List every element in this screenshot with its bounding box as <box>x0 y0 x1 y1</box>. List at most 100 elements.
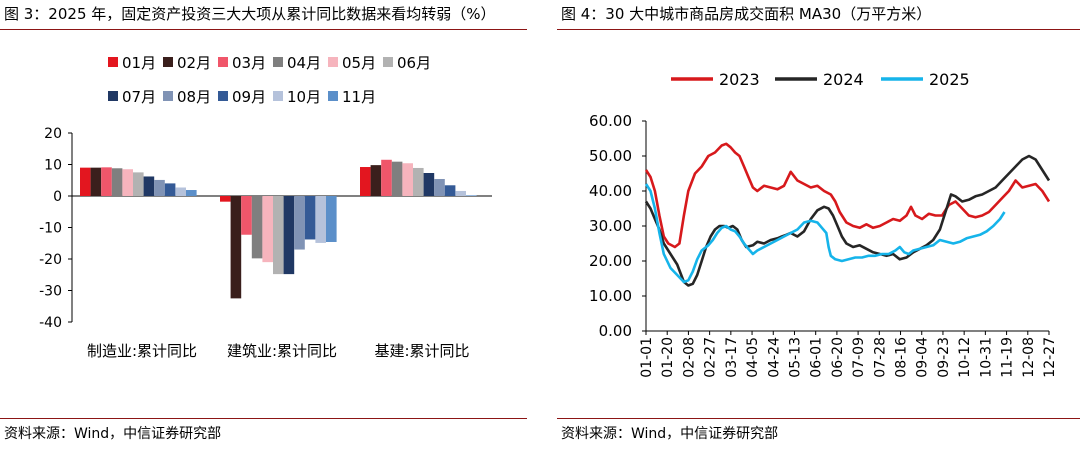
bar-01月-2 <box>360 167 371 196</box>
line-y-tick-label: 60.00 <box>589 112 632 130</box>
bar-legend-label: 02月 <box>177 54 211 72</box>
bar-03月-2 <box>381 159 392 196</box>
bar-category-label: 基建:累计同比 <box>374 342 469 360</box>
bar-legend-swatch <box>328 91 338 101</box>
bar-legend-label: 07月 <box>122 88 156 106</box>
line-x-tick-label: 03-17 <box>724 337 740 378</box>
bar-04月-2 <box>391 161 403 196</box>
line-x-tick-label: 04-05 <box>745 337 761 378</box>
bar-08月-0 <box>154 179 165 196</box>
line-x-tick-label: 02-27 <box>703 337 719 378</box>
left-source-note: 资料来源：Wind，中信证券研究部 <box>4 426 222 442</box>
line-x-tick-label: 10-12 <box>957 337 973 378</box>
left-title-rule <box>0 29 527 30</box>
bar-legend-swatch <box>328 57 338 67</box>
bar-10月-2 <box>455 190 466 196</box>
bar-10月-1 <box>315 196 326 243</box>
line-y-tick-label: 10.00 <box>589 287 632 305</box>
bar-y-tick-label: -40 <box>39 315 62 331</box>
right-source-note: 资料来源：Wind，中信证券研究部 <box>561 426 779 442</box>
bar-05月-2 <box>402 163 413 196</box>
bar-08月-2 <box>434 178 445 196</box>
right-title-rule <box>557 29 1080 30</box>
bar-legend-swatch <box>163 91 173 101</box>
bar-09月-2 <box>444 185 456 196</box>
line-y-tick-label: 0.00 <box>599 322 632 340</box>
right-chart-panel: 图 4：30 大中城市商品房成交面积 MA30（万平方米） 60.00 50.00… <box>557 0 1080 449</box>
bar-legend-swatch <box>108 91 118 101</box>
right-source-rule <box>557 418 1080 419</box>
line-series-2023 <box>644 142 1051 249</box>
bar-legend-label: 10月 <box>287 88 321 106</box>
line-y-tick-label: 20.00 <box>589 252 632 270</box>
bar-legend-swatch <box>218 57 228 67</box>
bar-legend-label: 08月 <box>177 88 211 106</box>
line-series-2025 <box>644 183 1006 284</box>
bar-06月-2 <box>413 167 424 196</box>
bar-07月-2 <box>423 173 435 196</box>
bar-y-tick-label: 10 <box>44 158 62 174</box>
bar-02月-2 <box>370 165 382 196</box>
bar-legend-label: 05月 <box>342 54 376 72</box>
line-x-tick-label: 07-28 <box>872 337 888 378</box>
line-x-tick-label: 12-27 <box>1042 337 1058 378</box>
bar-03月-0 <box>101 167 112 196</box>
bar-legend-swatch <box>383 57 393 67</box>
bar-11月-1 <box>326 196 337 242</box>
line-series-2024 <box>644 154 1051 287</box>
left-source-rule <box>0 418 527 419</box>
line-x-tick-label: 06-20 <box>830 337 846 378</box>
bar-02月-1 <box>230 196 242 299</box>
line-x-tick-label: 11-19 <box>1000 337 1016 378</box>
bar-05月-0 <box>122 169 133 196</box>
line-y-tick-label: 50.00 <box>589 147 632 165</box>
bar-y-tick-label: -20 <box>39 252 62 268</box>
bar-10月-0 <box>175 187 186 196</box>
line-x-tick-label: 08-16 <box>894 337 910 378</box>
bar-04月-0 <box>111 168 123 196</box>
line-x-tick-label: 01-01 <box>639 337 655 378</box>
bar-legend-label: 03月 <box>232 54 266 72</box>
bar-category-label: 建筑业:累计同比 <box>227 342 337 360</box>
bar-legend-label: 01月 <box>122 54 156 72</box>
left-chart-title: 图 3：2025 年，固定资产投资三大大项从累计同比数据来看均转弱（%） <box>4 5 496 23</box>
line-legend-label: 2024 <box>823 70 864 89</box>
bar-legend-swatch <box>273 91 283 101</box>
bar-05月-1 <box>262 196 273 263</box>
bar-03月-1 <box>241 196 252 235</box>
bar-legend-label: 09月 <box>232 88 266 106</box>
line-x-tick-label: 02-08 <box>681 337 697 378</box>
bar-chart: 20 10 0 -10 -20 -30 -40 制造业:累计同比 建筑业:累计同比 基建:累计同比… <box>39 54 492 360</box>
line-legend-label: 2025 <box>929 70 970 89</box>
bar-y-tick-label: 20 <box>44 126 62 142</box>
bar-category-label: 制造业:累计同比 <box>87 342 197 360</box>
line-legend-label: 2023 <box>719 70 760 89</box>
bar-legend-swatch <box>273 57 283 67</box>
line-x-tick-label: 10-31 <box>978 337 994 378</box>
bar-08月-1 <box>294 196 305 250</box>
bar-07月-1 <box>283 196 295 275</box>
bar-legend-label: 04月 <box>287 54 321 72</box>
bar-04月-1 <box>251 196 263 259</box>
line-x-tick-label: 09-23 <box>936 337 952 378</box>
bar-y-tick-label: -30 <box>39 284 62 300</box>
bar-y-tick-label: 0 <box>53 189 62 205</box>
line-y-tick-label: 30.00 <box>589 217 632 235</box>
line-x-tick-label: 04-24 <box>766 337 782 378</box>
bar-legend-label: 06月 <box>397 54 431 72</box>
line-y-tick-label: 40.00 <box>589 182 632 200</box>
left-chart-panel: 图 3：2025 年，固定资产投资三大大项从累计同比数据来看均转弱（%） 20 1… <box>0 0 527 449</box>
bar-legend-swatch <box>108 57 118 67</box>
bar-11月-0 <box>186 190 197 196</box>
bar-02月-0 <box>90 167 102 196</box>
line-chart: 60.00 50.00 40.00 30.00 20.00 10.00 0.00 01-01 0… <box>589 70 1058 378</box>
line-x-tick-label: 01-20 <box>660 337 676 378</box>
bar-06月-0 <box>133 172 144 196</box>
bar-01月-0 <box>80 167 91 196</box>
bar-legend-swatch <box>163 57 173 67</box>
bar-07月-0 <box>143 176 155 196</box>
bar-y-tick-label: -10 <box>39 221 62 237</box>
bar-06月-1 <box>273 196 284 275</box>
bar-11月-2 <box>466 195 477 196</box>
bar-legend-label: 11月 <box>342 88 376 106</box>
